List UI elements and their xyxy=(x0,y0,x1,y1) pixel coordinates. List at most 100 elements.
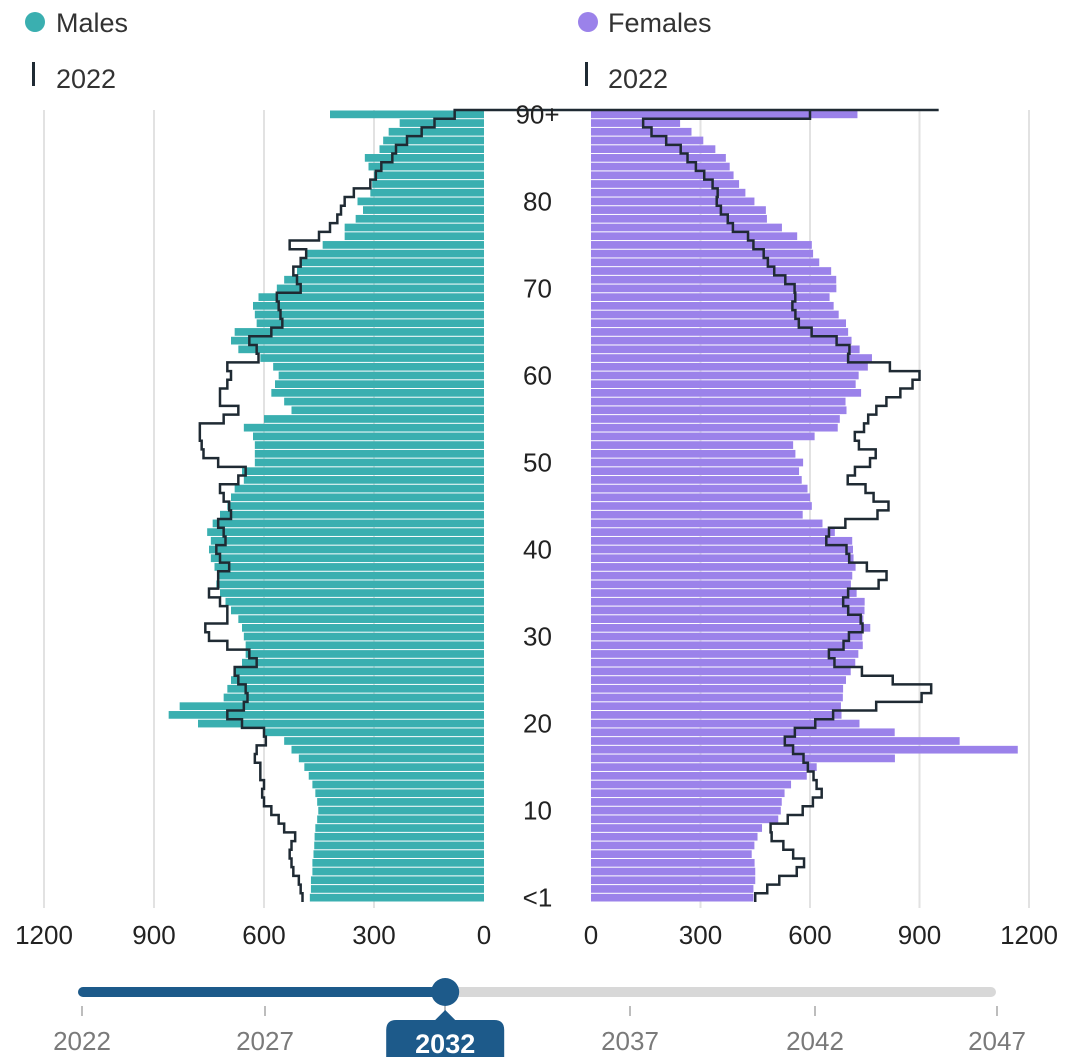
male-bar-age-45 xyxy=(227,502,485,510)
male-bar-age-77 xyxy=(344,223,484,232)
female-bar-age-48 xyxy=(591,476,802,484)
male-bar-age-50 xyxy=(254,458,484,467)
male-bar-age-83 xyxy=(374,171,484,180)
age-label-70: 70 xyxy=(523,273,552,303)
male-bar-age-33 xyxy=(231,606,484,615)
male-bar-age-40 xyxy=(209,545,484,554)
slider-year-label-2042[interactable]: 2042 xyxy=(786,1026,844,1056)
female-bar-age-20 xyxy=(591,719,860,728)
gridlines xyxy=(43,110,1030,908)
x-tick-right: 0 xyxy=(584,920,598,950)
male-bar-age-44 xyxy=(220,510,484,519)
females-bars xyxy=(591,110,1018,902)
male-bar-age-51 xyxy=(254,449,484,458)
female-bar-age-72 xyxy=(591,267,832,275)
females-reference-legend-label: 2022 xyxy=(608,64,668,94)
female-bar-age-62 xyxy=(591,354,872,362)
slider-year-label-2027[interactable]: 2027 xyxy=(236,1026,294,1056)
female-bar-age-39 xyxy=(591,554,854,563)
male-bar-age-38 xyxy=(214,563,484,571)
female-bar-age-81 xyxy=(591,188,746,197)
male-bar-age-26 xyxy=(234,667,484,676)
female-bar-age-71 xyxy=(591,275,837,284)
x-tick-left: 900 xyxy=(132,920,175,950)
males-bars xyxy=(168,110,485,902)
female-bar-age-31 xyxy=(591,623,871,632)
male-bar-age-30 xyxy=(243,632,484,641)
male-bar-age-87 xyxy=(383,136,484,145)
males-reference-legend-label: 2022 xyxy=(56,64,116,94)
male-bar-age-74 xyxy=(306,249,484,258)
male-bar-age-23 xyxy=(223,693,484,702)
male-bar-age-13 xyxy=(312,780,484,789)
female-bar-age-68 xyxy=(591,301,834,310)
male-bar-age-5 xyxy=(313,850,484,858)
male-bar-age-63 xyxy=(238,345,484,354)
male-bar-age-42 xyxy=(207,528,484,536)
male-bar-age-73 xyxy=(300,258,484,267)
female-bar-age-53 xyxy=(591,432,815,441)
female-bar-age-15 xyxy=(591,763,817,771)
female-bar-age-38 xyxy=(591,563,856,571)
female-bar-age-16 xyxy=(591,754,895,763)
female-bar-age-8 xyxy=(591,824,763,832)
male-bar-age-4 xyxy=(312,858,484,867)
female-bar-age-40 xyxy=(591,545,853,554)
female-bar-age-52 xyxy=(591,441,794,449)
male-bar-age-59 xyxy=(275,380,484,389)
female-bar-age-25 xyxy=(591,676,846,684)
female-bar-age-6 xyxy=(591,841,755,850)
female-bar-age-27 xyxy=(591,658,856,667)
female-bar-age-30 xyxy=(591,632,863,641)
female-bar-age-67 xyxy=(591,310,839,319)
female-bar-age-76 xyxy=(591,232,798,241)
male-bar-age-1 xyxy=(310,885,484,893)
female-bar-age-44 xyxy=(591,510,803,519)
slider-year-label-2022[interactable]: 2022 xyxy=(53,1026,111,1056)
male-bar-age-35 xyxy=(220,589,484,597)
age-label-80: 80 xyxy=(523,186,552,216)
male-bar-age-20 xyxy=(198,719,484,728)
male-bar-age-8 xyxy=(315,824,484,832)
male-bar-age-43 xyxy=(212,519,484,528)
male-bar-age-84 xyxy=(368,162,484,171)
female-bar-age-19 xyxy=(591,728,895,737)
x-tick-right: 300 xyxy=(679,920,722,950)
male-bar-age-49 xyxy=(242,467,484,476)
female-bar-age-17 xyxy=(591,745,1018,754)
x-tick-left: 1200 xyxy=(15,920,73,950)
slider-handle[interactable] xyxy=(431,978,460,1006)
female-bar-age-43 xyxy=(591,519,823,528)
male-bar-age-36 xyxy=(216,580,485,589)
slider-year-label-2037[interactable]: 2037 xyxy=(601,1026,659,1056)
slider-year-label-2047[interactable]: 2047 xyxy=(968,1026,1026,1056)
female-bar-age-2 xyxy=(591,876,756,885)
male-bar-age-11 xyxy=(317,798,484,806)
reference-2022-outlines xyxy=(198,108,939,902)
male-bar-age-22 xyxy=(179,702,484,711)
female-bar-age-88 xyxy=(591,127,692,136)
female-bar-age-87 xyxy=(591,136,704,145)
female-bar-age-64 xyxy=(591,336,852,345)
male-bar-age-34 xyxy=(225,597,484,606)
male-bar-age-66 xyxy=(256,319,484,328)
female-bar-age-22 xyxy=(591,702,841,711)
male-bar-age-72 xyxy=(297,267,484,275)
male-bar-age-53 xyxy=(253,432,484,441)
male-bar-age-16 xyxy=(298,754,484,763)
x-tick-left: 0 xyxy=(477,920,491,950)
male-bar-age-67 xyxy=(254,310,484,319)
x-tick-right: 1200 xyxy=(1000,920,1058,950)
female-bar-age-82 xyxy=(591,180,740,188)
male-bar-age-88 xyxy=(388,127,484,136)
female-bar-age-34 xyxy=(591,597,865,606)
female-bar-age-33 xyxy=(591,606,865,615)
male-bar-age-55 xyxy=(264,415,484,423)
year-slider[interactable]: 2022 2027 2037 2042 2047 2032 xyxy=(53,978,1026,1057)
female-bar-age-57 xyxy=(591,397,846,406)
male-bar-age-15 xyxy=(304,763,484,771)
x-tick-left: 300 xyxy=(352,920,395,950)
legend: Males 2022 Females 2022 xyxy=(25,8,712,94)
age-axis-labels: <1 10 20 30 40 50 60 70 80 90+ xyxy=(515,99,559,912)
male-bar-age-70 xyxy=(276,284,484,293)
